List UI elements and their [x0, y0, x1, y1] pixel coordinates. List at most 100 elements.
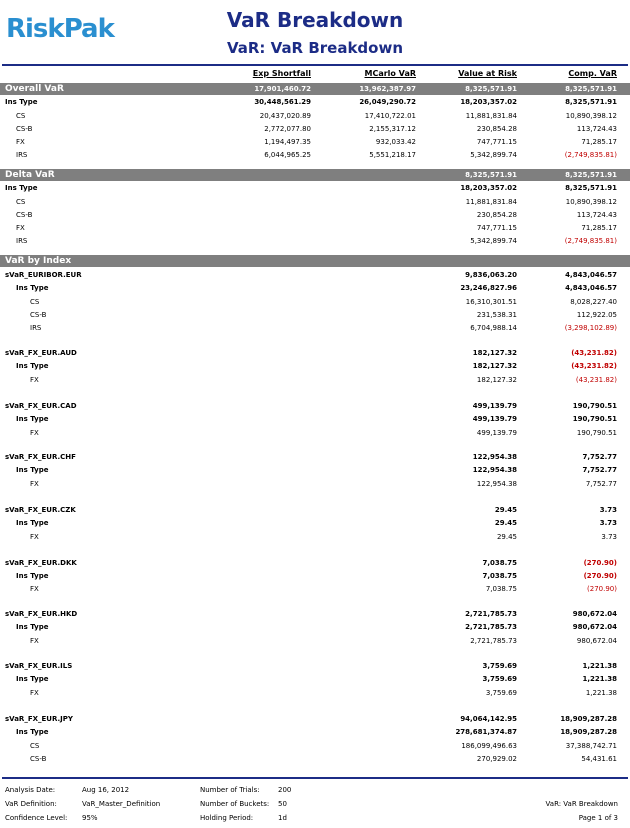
table-row: FX 1,194,497.35 932,033.42 747,771.15 71,285…: [0, 136, 630, 148]
number-of-buckets-value: 50: [278, 800, 287, 808]
analysis-date-value: Aug 16, 2012: [82, 786, 130, 794]
cell-value-at-risk: 230,854.28: [476, 211, 517, 219]
cell-value-at-risk: 499,139.79: [472, 402, 517, 410]
cell-value-at-risk: 122,954.38: [472, 466, 517, 474]
cell-comp-var: (2,749,835.81): [564, 151, 617, 159]
cell-comp-var: 8,325,571.91: [565, 184, 617, 192]
cell-value-at-risk: 18,203,357.02: [460, 184, 517, 192]
cell-comp-var: 7,752.77: [582, 453, 617, 461]
table-row: CS-B 230,854.28 113,724.43: [0, 209, 630, 221]
row-label: FX: [30, 480, 39, 488]
table-row: FX 29.45 3.73: [0, 531, 630, 543]
row-label: Ins Type: [16, 284, 49, 292]
cell-comp-var: 3.73: [601, 533, 617, 541]
cell-comp-var: 8,325,571.91: [565, 171, 617, 179]
cell-value-at-risk: 231,538.31: [476, 311, 517, 319]
table-row: Ins Type 278,681,374.87 18,909,287.28: [0, 726, 630, 738]
cell-comp-var: 8,028,227.40: [570, 298, 617, 306]
section-header-row: Overall VaR 17,901,460.72 13,962,387.97 8,3…: [0, 83, 630, 95]
table-row: sVaR_FX_EUR.JPY 94,064,142.95 18,909,287.2…: [0, 713, 630, 725]
table-row: Ins Type 7,038.75 (270.90): [0, 570, 630, 582]
row-label: CS-B: [16, 125, 33, 133]
col-header-mcarlo-var: MCarlo VaR: [364, 69, 416, 78]
table-row: sVaR_FX_EUR.AUD 182,127.32 (43,231.82): [0, 347, 630, 359]
row-label: Ins Type: [16, 415, 49, 423]
var-definition-label: VaR Definition:: [5, 800, 57, 808]
cell-comp-var: 4,843,046.57: [565, 271, 617, 279]
cell-value-at-risk: 122,954.38: [472, 453, 517, 461]
cell-comp-var: 980,672.04: [576, 637, 617, 645]
cell-comp-var: 3.73: [599, 506, 617, 514]
row-label: IRS: [16, 151, 28, 159]
row-label: CS: [16, 112, 26, 120]
row-label: sVaR_FX_EUR.ILS: [5, 662, 73, 670]
footer-rule: [2, 777, 628, 779]
cell-comp-var: (43,231.82): [571, 349, 617, 357]
cell-comp-var: 1,221.38: [582, 675, 617, 683]
table-row: CS-B 2,772,077.80 2,155,317.12 230,854.28 11…: [0, 123, 630, 135]
col-header-value-at-risk: Value at Risk: [458, 69, 517, 78]
cell-mcarlo-var: 5,551,218.17: [369, 151, 416, 159]
row-label: FX: [30, 429, 39, 437]
cell-comp-var: (43,231.82): [571, 362, 617, 370]
table-row: sVaR_EURIBOR.EUR 9,836,063.20 4,843,046.57: [0, 269, 630, 281]
row-label: CS-B: [30, 755, 47, 763]
cell-value-at-risk: 182,127.32: [476, 376, 517, 384]
cell-value-at-risk: 499,139.79: [476, 429, 517, 437]
cell-value-at-risk: 186,099,496.63: [461, 742, 517, 750]
table-row: Ins Type 499,139.79 190,790.51: [0, 413, 630, 425]
table-row: Ins Type 23,246,827.96 4,843,046.57: [0, 282, 630, 294]
header-rule: [2, 64, 628, 66]
cell-comp-var: (270.90): [583, 572, 617, 580]
table-row: FX 3,759.69 1,221.38: [0, 687, 630, 699]
table-row: CS 186,099,496.63 37,388,742.71: [0, 740, 630, 752]
row-label: Ins Type: [16, 623, 49, 631]
table-row: CS-B 270,929.02 54,431.61: [0, 753, 630, 765]
row-label: Ins Type: [16, 466, 49, 474]
cell-comp-var: 18,909,287.28: [560, 728, 617, 736]
cell-comp-var: 113,724.43: [576, 125, 617, 133]
cell-exp-shortfall: 17,901,460.72: [254, 85, 311, 93]
row-label: Delta VaR: [5, 170, 55, 180]
table-row: sVaR_FX_EUR.CAD 499,139.79 190,790.51: [0, 400, 630, 412]
cell-comp-var: 980,672.04: [572, 610, 617, 618]
table-row: IRS 6,704,988.14 (3,298,102.89): [0, 322, 630, 334]
cell-value-at-risk: 3,759.69: [485, 689, 517, 697]
table-row: Ins Type 122,954.38 7,752.77: [0, 464, 630, 476]
cell-exp-shortfall: 1,194,497.35: [264, 138, 311, 146]
row-label: IRS: [16, 237, 28, 245]
cell-value-at-risk: 3,759.69: [482, 662, 517, 670]
analysis-date-label: Analysis Date:: [5, 786, 56, 794]
cell-value-at-risk: 23,246,827.96: [460, 284, 517, 292]
section-header-row: VaR by Index: [0, 255, 630, 267]
row-label: IRS: [30, 324, 42, 332]
table-row: Ins Type 29.45 3.73: [0, 517, 630, 529]
table-row: Ins Type 18,203,357.02 8,325,571.91: [0, 182, 630, 194]
row-label: CS-B: [16, 211, 33, 219]
cell-value-at-risk: 9,836,063.20: [465, 271, 517, 279]
col-header-exp-shortfall: Exp Shortfall: [252, 69, 311, 78]
cell-value-at-risk: 7,038.75: [485, 585, 517, 593]
cell-value-at-risk: 7,038.75: [482, 572, 517, 580]
table-row: sVaR_FX_EUR.ILS 3,759.69 1,221.38: [0, 660, 630, 672]
table-row: CS 16,310,301.51 8,028,227.40: [0, 296, 630, 308]
cell-mcarlo-var: 17,410,722.01: [364, 112, 416, 120]
cell-comp-var: 10,890,398.12: [565, 198, 617, 206]
cell-comp-var: (43,231.82): [575, 376, 617, 384]
row-label: Overall VaR: [5, 84, 64, 94]
row-label: FX: [16, 224, 25, 232]
cell-value-at-risk: 182,127.32: [472, 362, 517, 370]
cell-value-at-risk: 2,721,785.73: [465, 610, 517, 618]
cell-value-at-risk: 16,310,301.51: [465, 298, 517, 306]
cell-value-at-risk: 7,038.75: [482, 559, 517, 567]
cell-value-at-risk: 3,759.69: [482, 675, 517, 683]
riskpak-logo: RiskPak: [6, 14, 115, 44]
section-header-row: Delta VaR 8,325,571.91 8,325,571.91: [0, 169, 630, 181]
cell-exp-shortfall: 30,448,561.29: [254, 98, 311, 106]
row-label: FX: [30, 533, 39, 541]
row-label: CS: [16, 198, 26, 206]
cell-value-at-risk: 2,721,785.73: [465, 623, 517, 631]
row-label: sVaR_EURIBOR.EUR: [5, 271, 82, 279]
cell-comp-var: 4,843,046.57: [565, 284, 617, 292]
cell-value-at-risk: 182,127.32: [472, 349, 517, 357]
